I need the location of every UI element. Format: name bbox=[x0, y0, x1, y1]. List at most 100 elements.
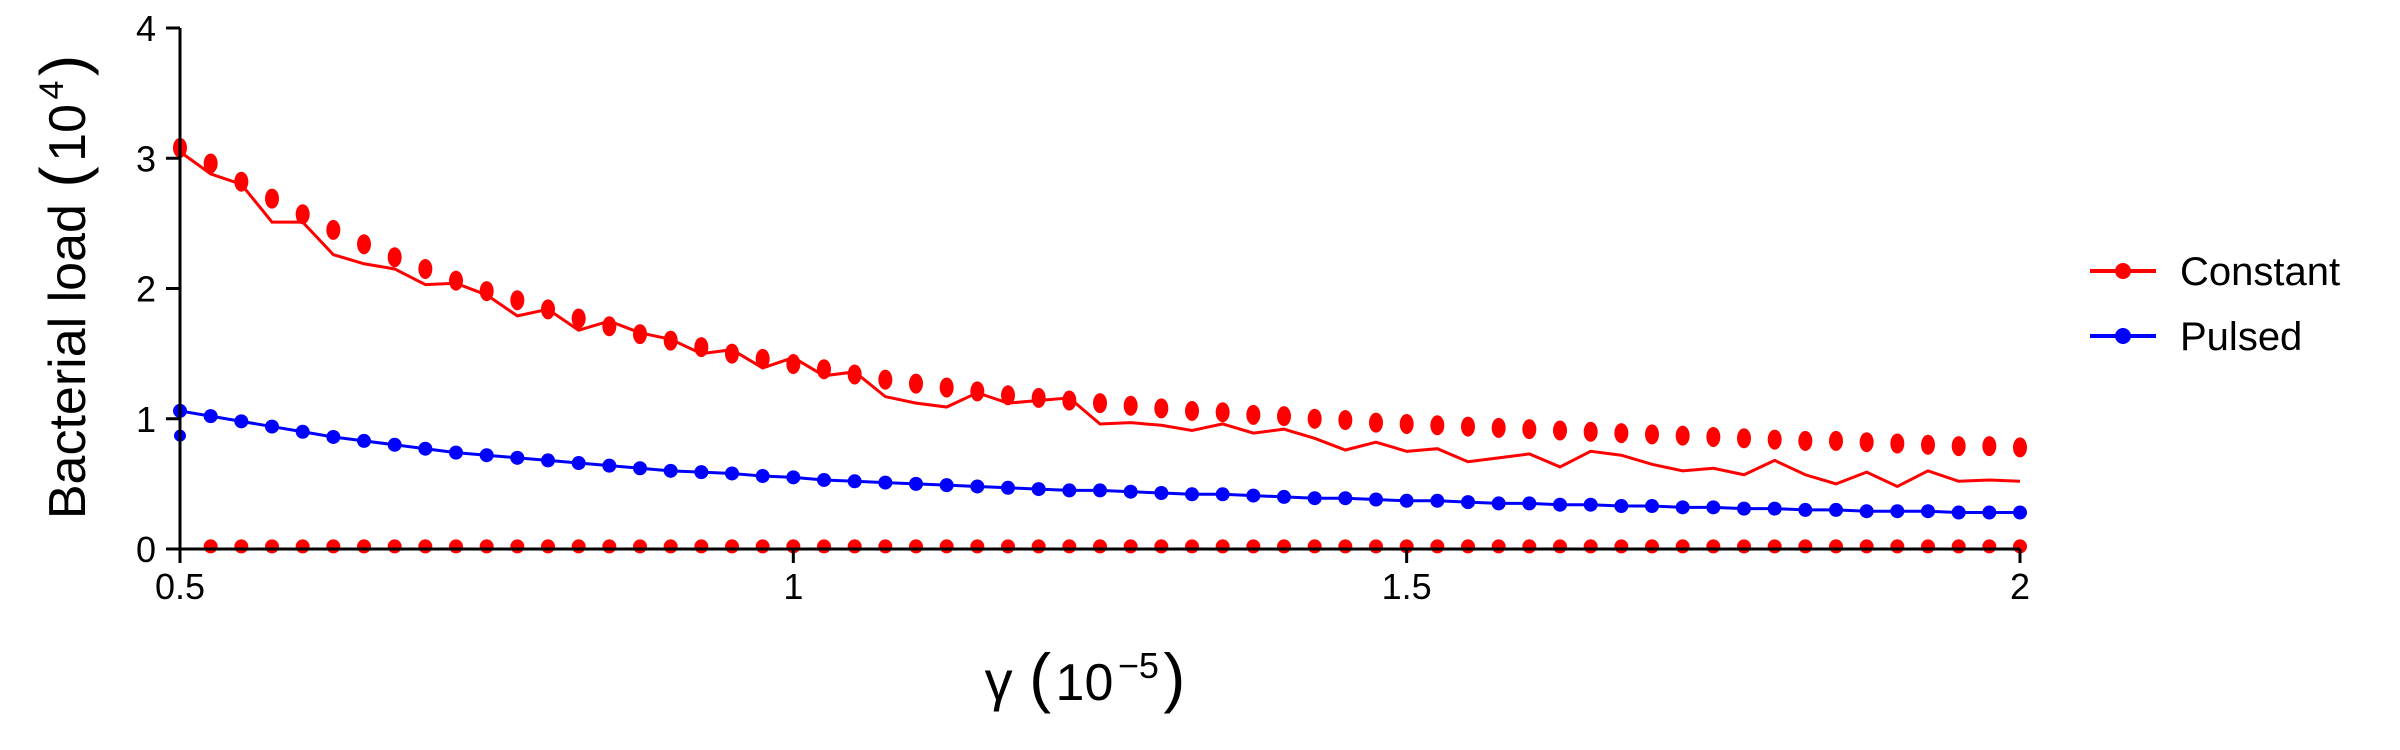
pulsed-point bbox=[479, 448, 494, 463]
pulsed-point bbox=[909, 476, 923, 491]
x-axis-open-paren: ( bbox=[1029, 640, 1051, 714]
pulsed-point bbox=[1338, 491, 1353, 506]
pulsed-point bbox=[1001, 480, 1015, 495]
pulsed-point bbox=[449, 445, 463, 460]
pulsed-point bbox=[1798, 502, 1813, 517]
legend-constant-label: Constant bbox=[2180, 250, 2340, 294]
legend-constant-marker bbox=[2115, 263, 2131, 279]
constant-upper-point bbox=[1399, 413, 1414, 434]
pulsed-point bbox=[510, 450, 525, 465]
pulsed-point bbox=[1982, 505, 1997, 520]
x-tick-label: 2 bbox=[2010, 566, 2030, 607]
constant-lower-point bbox=[265, 539, 279, 554]
constant-upper-point bbox=[1859, 432, 1874, 453]
pulsed-point bbox=[663, 463, 678, 478]
constant-upper-point bbox=[1461, 416, 1475, 437]
pulsed-point bbox=[1706, 500, 1721, 515]
pulsed-point bbox=[817, 472, 831, 487]
constant-lower-point bbox=[1307, 539, 1322, 554]
constant-upper-point bbox=[326, 219, 341, 240]
constant-lower-point bbox=[1430, 539, 1445, 554]
pulsed-point bbox=[1154, 485, 1169, 500]
constant-upper-point bbox=[1583, 421, 1598, 442]
constant-upper-point bbox=[786, 354, 801, 375]
constant-lower-point bbox=[1583, 539, 1598, 554]
legend-pulsed-marker bbox=[2115, 328, 2131, 344]
pulsed-point bbox=[1890, 504, 1905, 519]
constant-lower-point bbox=[1829, 539, 1843, 554]
pulsed-point bbox=[1767, 501, 1782, 516]
constant-upper-point bbox=[479, 281, 494, 302]
constant-lower-point bbox=[234, 539, 249, 554]
constant-upper-point bbox=[1921, 434, 1935, 455]
constant-upper-point bbox=[1645, 424, 1659, 445]
pulsed-point bbox=[786, 470, 801, 485]
pulsed-point bbox=[725, 466, 739, 481]
constant-upper-point bbox=[357, 234, 371, 255]
y-axis-open-paren: ( bbox=[27, 166, 99, 187]
constant-upper-point bbox=[1031, 387, 1046, 408]
constant-lower-point bbox=[1491, 539, 1506, 554]
pulsed-point bbox=[1430, 493, 1445, 508]
pulsed-point bbox=[1829, 502, 1843, 517]
constant-upper-point bbox=[387, 247, 402, 268]
constant-lower-point bbox=[847, 539, 862, 554]
pulsed-point bbox=[1921, 504, 1935, 519]
pulsed-point bbox=[1614, 499, 1629, 514]
pulsed-point bbox=[1246, 488, 1261, 503]
y-axis-title-text: Bacterial load bbox=[39, 204, 97, 519]
constant-upper-point bbox=[878, 369, 893, 390]
y-tick-label: 0 bbox=[136, 529, 156, 570]
constant-upper-point bbox=[1185, 400, 1199, 421]
pulsed-point bbox=[1645, 499, 1659, 514]
constant-upper-point bbox=[1001, 385, 1015, 406]
pulsed-point bbox=[1185, 487, 1199, 502]
constant-lower-point bbox=[909, 539, 923, 554]
pulsed-point bbox=[1951, 505, 1966, 520]
constant-lower-point bbox=[510, 539, 525, 554]
constant-upper-point bbox=[265, 188, 279, 209]
constant-upper-point bbox=[1123, 395, 1138, 416]
constant-upper-point bbox=[449, 270, 463, 291]
constant-lower-point bbox=[571, 539, 586, 554]
constant-lower-point bbox=[663, 539, 678, 554]
constant-upper-point bbox=[1246, 404, 1261, 425]
constant-lower-point bbox=[203, 539, 218, 554]
constant-lower-point bbox=[387, 539, 402, 554]
constant-lower-point bbox=[1982, 539, 1997, 554]
y-tick-label: 2 bbox=[136, 269, 156, 310]
constant-lower-point bbox=[326, 539, 341, 554]
pulsed-point bbox=[234, 414, 249, 429]
constant-upper-point bbox=[203, 153, 218, 174]
y-axis-unit-base: 10 bbox=[39, 104, 97, 162]
constant-lower-point bbox=[878, 539, 893, 554]
constant-upper-point bbox=[1553, 420, 1567, 441]
y-axis-unit-exponent: 4 bbox=[33, 81, 71, 100]
pulsed-point bbox=[571, 456, 586, 471]
constant-lower-point bbox=[1246, 539, 1261, 554]
constant-upper-point bbox=[1093, 393, 1107, 414]
x-axis-close-paren: ) bbox=[1163, 640, 1185, 714]
pulsed-point bbox=[694, 465, 709, 480]
pulsed-point bbox=[633, 461, 647, 476]
constant-lower-point bbox=[694, 539, 709, 554]
constant-lower-point bbox=[725, 539, 739, 554]
pulsed-point bbox=[1307, 491, 1322, 506]
constant-upper-point bbox=[418, 258, 433, 279]
pulsed-point bbox=[2013, 505, 2027, 520]
constant-upper-point bbox=[755, 348, 770, 369]
constant-upper-point bbox=[847, 364, 862, 385]
pulsed-point bbox=[1491, 496, 1506, 511]
constant-upper-point bbox=[1491, 417, 1506, 438]
constant-upper-point bbox=[970, 381, 985, 402]
constant-lower-point bbox=[1185, 539, 1199, 554]
constant-lower-point bbox=[1706, 539, 1721, 554]
constant-lower-point bbox=[479, 539, 494, 554]
constant-upper-point bbox=[1522, 419, 1537, 440]
y-tick-label: 4 bbox=[136, 8, 156, 49]
constant-lower-point bbox=[1798, 539, 1813, 554]
pulsed-point bbox=[847, 474, 862, 489]
pulsed-point bbox=[295, 424, 310, 439]
series-layer bbox=[173, 137, 2027, 554]
constant-lower-point bbox=[1154, 539, 1169, 554]
